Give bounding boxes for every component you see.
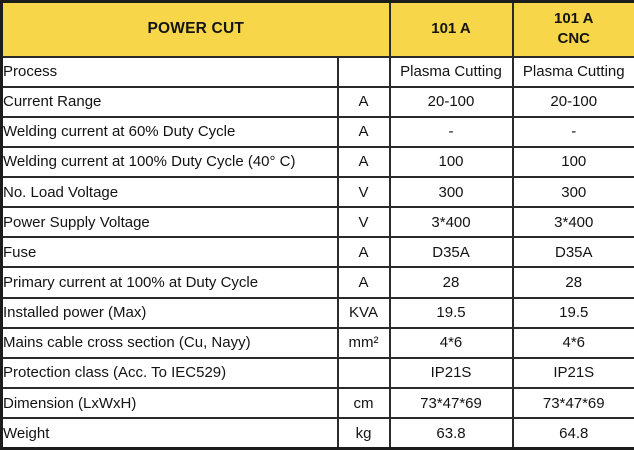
- spec-unit: mm²: [336, 326, 391, 359]
- table-row-welding-current-100: Welding current at 100% Duty Cycle (40° …: [0, 145, 634, 179]
- header-row: POWER CUT 101 A 101 A CNC: [0, 0, 634, 58]
- table-row-process: Process Plasma Cutting Plasma Cutting: [0, 55, 634, 88]
- spec-label: Protection class (Acc. To IEC529): [0, 356, 339, 390]
- table-row-primary-current: Primary current at 100% at Duty Cycle A …: [0, 266, 634, 299]
- spec-value-101a-cnc: 73*47*69: [511, 387, 634, 420]
- spec-label: Dimension (LxWxH): [0, 387, 339, 420]
- spec-value-101a-cnc: -: [511, 115, 634, 148]
- spec-unit: cm: [336, 387, 391, 420]
- spec-unit: A: [336, 85, 391, 118]
- spec-unit: A: [336, 115, 391, 148]
- spec-label: Mains cable cross section (Cu, Nayy): [0, 326, 339, 359]
- spec-value-101a-cnc: 4*6: [511, 326, 634, 359]
- table-row-weight: Weight kg 63.8 64.8: [0, 417, 634, 450]
- table-row-no-load-voltage: No. Load Voltage V 300 300: [0, 176, 634, 209]
- table-row-welding-current-60: Welding current at 60% Duty Cycle A - -: [0, 115, 634, 148]
- spec-value-101a: -: [388, 115, 514, 148]
- spec-value-101a: 73*47*69: [388, 387, 514, 420]
- spec-label: Fuse: [0, 236, 339, 269]
- column-header-101a-cnc: 101 A CNC: [511, 0, 634, 58]
- table-title: POWER CUT: [0, 0, 391, 58]
- spec-unit: A: [336, 236, 391, 269]
- spec-value-101a-cnc: 28: [511, 266, 634, 299]
- spec-unit: kg: [336, 417, 391, 450]
- spec-value-101a-cnc: 20-100: [511, 85, 634, 118]
- table-row-fuse: Fuse A D35A D35A: [0, 236, 634, 269]
- table-row-current-range: Current Range A 20-100 20-100: [0, 85, 634, 118]
- table-row-protection-class: Protection class (Acc. To IEC529) IP21S …: [0, 356, 634, 390]
- table-row-installed-power: Installed power (Max) KVA 19.5 19.5: [0, 296, 634, 329]
- spec-unit: V: [336, 176, 391, 209]
- spec-value-101a-cnc: D35A: [511, 236, 634, 269]
- spec-label: Primary current at 100% at Duty Cycle: [0, 266, 339, 299]
- spec-unit: V: [336, 206, 391, 239]
- spec-label: Installed power (Max): [0, 296, 339, 329]
- spec-value-101a-cnc: IP21S: [511, 356, 634, 390]
- spec-label: Welding current at 100% Duty Cycle (40° …: [0, 145, 339, 179]
- spec-label: Welding current at 60% Duty Cycle: [0, 115, 339, 148]
- spec-value-101a-cnc: Plasma Cutting: [511, 55, 634, 88]
- spec-value-101a-cnc: 19.5: [511, 296, 634, 329]
- spec-value-101a: 300: [388, 176, 514, 209]
- table-row-power-supply-voltage: Power Supply Voltage V 3*400 3*400: [0, 206, 634, 239]
- spec-value-101a: 19.5: [388, 296, 514, 329]
- spec-value-101a: 20-100: [388, 85, 514, 118]
- spec-value-101a: 4*6: [388, 326, 514, 359]
- spec-value-101a-cnc: 3*400: [511, 206, 634, 239]
- spec-label: Power Supply Voltage: [0, 206, 339, 239]
- spec-value-101a: Plasma Cutting: [388, 55, 514, 88]
- spec-value-101a-cnc: 100: [511, 145, 634, 179]
- spec-label: No. Load Voltage: [0, 176, 339, 209]
- column-header-101a: 101 A: [388, 0, 514, 58]
- spec-unit: A: [336, 145, 391, 179]
- spec-unit: [336, 356, 391, 390]
- spec-value-101a: 28: [388, 266, 514, 299]
- spec-label: Process: [0, 55, 339, 88]
- spec-value-101a: 100: [388, 145, 514, 179]
- spec-unit: KVA: [336, 296, 391, 329]
- spec-value-101a: 63.8: [388, 417, 514, 450]
- table-row-mains-cable: Mains cable cross section (Cu, Nayy) mm²…: [0, 326, 634, 359]
- spec-value-101a: IP21S: [388, 356, 514, 390]
- spec-label: Current Range: [0, 85, 339, 118]
- spec-unit: A: [336, 266, 391, 299]
- table-row-dimension: Dimension (LxWxH) cm 73*47*69 73*47*69: [0, 387, 634, 420]
- spec-unit: [336, 55, 391, 88]
- spec-value-101a: 3*400: [388, 206, 514, 239]
- spec-value-101a: D35A: [388, 236, 514, 269]
- spec-value-101a-cnc: 64.8: [511, 417, 634, 450]
- spec-value-101a-cnc: 300: [511, 176, 634, 209]
- spec-label: Weight: [0, 417, 339, 450]
